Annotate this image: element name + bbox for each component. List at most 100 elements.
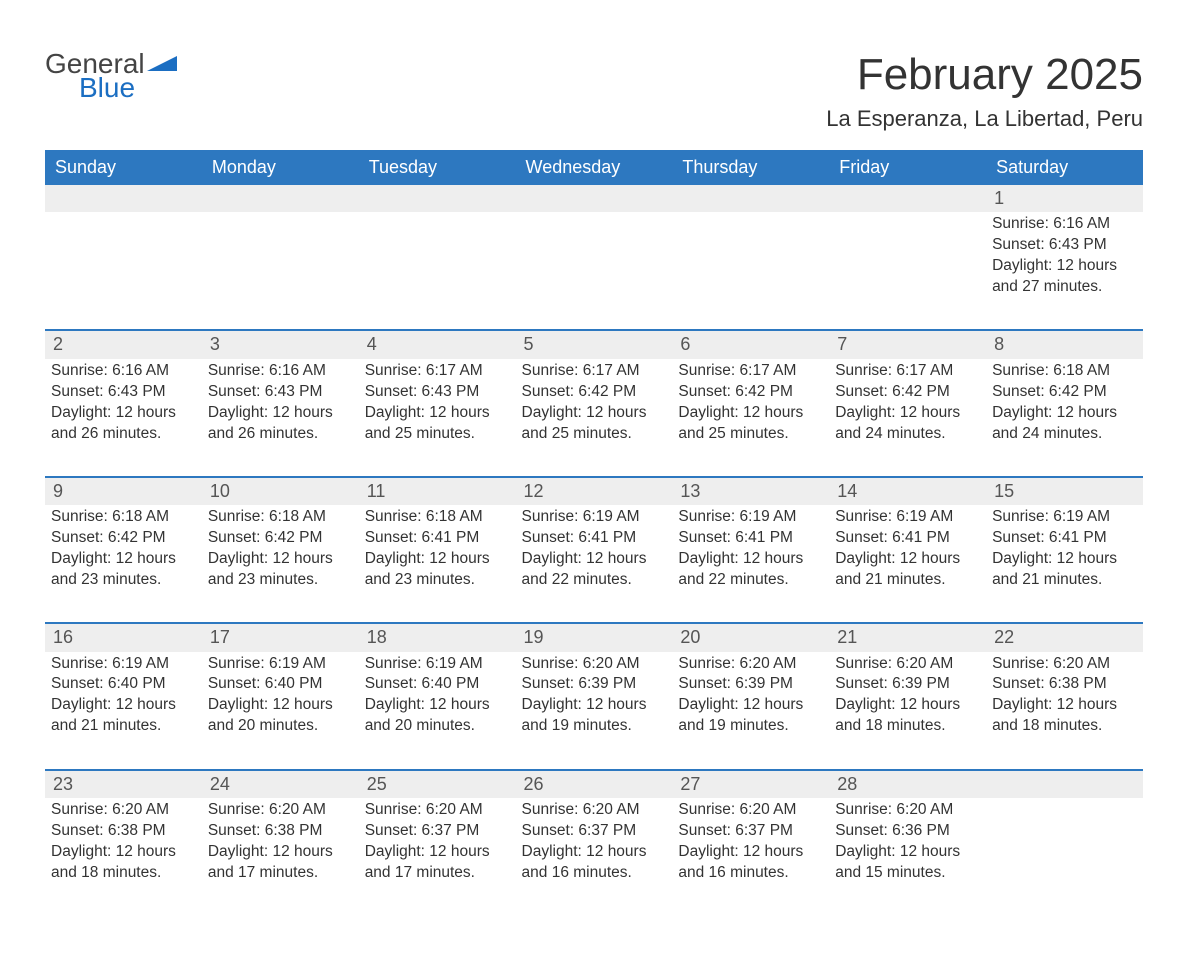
- day-content-cell: [986, 798, 1143, 916]
- day-detail: Sunrise: 6:20 AMSunset: 6:39 PMDaylight:…: [678, 652, 823, 738]
- day-number-cell: 16: [45, 623, 202, 651]
- sunset-line: Sunset: 6:40 PM: [51, 674, 196, 695]
- sunrise-line: Sunrise: 6:19 AM: [51, 654, 196, 675]
- day-detail: Sunrise: 6:19 AMSunset: 6:40 PMDaylight:…: [208, 652, 353, 738]
- day-detail: Sunrise: 6:20 AMSunset: 6:38 PMDaylight:…: [208, 798, 353, 884]
- sunrise-line: Sunrise: 6:19 AM: [992, 507, 1137, 528]
- day-number-cell: 17: [202, 623, 359, 651]
- day-detail: Sunrise: 6:20 AMSunset: 6:37 PMDaylight:…: [365, 798, 510, 884]
- day-content-cell: Sunrise: 6:20 AMSunset: 6:37 PMDaylight:…: [672, 798, 829, 916]
- sunrise-line: Sunrise: 6:16 AM: [992, 214, 1137, 235]
- sunrise-line: Sunrise: 6:19 AM: [835, 507, 980, 528]
- day-content-cell: Sunrise: 6:18 AMSunset: 6:42 PMDaylight:…: [202, 505, 359, 623]
- day-content-cell: Sunrise: 6:20 AMSunset: 6:37 PMDaylight:…: [359, 798, 516, 916]
- day-number-cell: 27: [672, 770, 829, 798]
- day-content-cell: Sunrise: 6:16 AMSunset: 6:43 PMDaylight:…: [202, 359, 359, 477]
- daylight-line: Daylight: 12 hours and 21 minutes.: [51, 695, 196, 737]
- sunset-line: Sunset: 6:42 PM: [835, 382, 980, 403]
- day-number-cell: 22: [986, 623, 1143, 651]
- weekday-header: Friday: [829, 150, 986, 185]
- sunset-line: Sunset: 6:42 PM: [992, 382, 1137, 403]
- daylight-line: Daylight: 12 hours and 26 minutes.: [208, 403, 353, 445]
- day-detail: Sunrise: 6:19 AMSunset: 6:40 PMDaylight:…: [51, 652, 196, 738]
- day-content-cell: Sunrise: 6:19 AMSunset: 6:40 PMDaylight:…: [359, 652, 516, 770]
- day-content-cell: Sunrise: 6:17 AMSunset: 6:43 PMDaylight:…: [359, 359, 516, 477]
- day-number-cell: 4: [359, 330, 516, 358]
- sunrise-line: Sunrise: 6:17 AM: [835, 361, 980, 382]
- day-number-cell: 2: [45, 330, 202, 358]
- day-number-cell: 7: [829, 330, 986, 358]
- day-number-cell: 23: [45, 770, 202, 798]
- daylight-line: Daylight: 12 hours and 24 minutes.: [992, 403, 1137, 445]
- day-content-cell: Sunrise: 6:20 AMSunset: 6:39 PMDaylight:…: [672, 652, 829, 770]
- day-number-cell: 24: [202, 770, 359, 798]
- daylight-line: Daylight: 12 hours and 23 minutes.: [365, 549, 510, 591]
- day-content-cell: Sunrise: 6:17 AMSunset: 6:42 PMDaylight:…: [829, 359, 986, 477]
- day-number-cell: 10: [202, 477, 359, 505]
- daylight-line: Daylight: 12 hours and 27 minutes.: [992, 256, 1137, 298]
- day-detail: Sunrise: 6:20 AMSunset: 6:36 PMDaylight:…: [835, 798, 980, 884]
- sunrise-line: Sunrise: 6:20 AM: [678, 654, 823, 675]
- day-detail: Sunrise: 6:19 AMSunset: 6:41 PMDaylight:…: [835, 505, 980, 591]
- day-number-cell: [986, 770, 1143, 798]
- day-detail: Sunrise: 6:17 AMSunset: 6:42 PMDaylight:…: [835, 359, 980, 445]
- day-number-cell: 5: [516, 330, 673, 358]
- day-number-cell: [516, 185, 673, 212]
- day-number-cell: 26: [516, 770, 673, 798]
- weekday-header: Wednesday: [516, 150, 673, 185]
- day-content-cell: [359, 212, 516, 330]
- day-content-cell: Sunrise: 6:19 AMSunset: 6:41 PMDaylight:…: [672, 505, 829, 623]
- day-content-cell: Sunrise: 6:17 AMSunset: 6:42 PMDaylight:…: [672, 359, 829, 477]
- sunset-line: Sunset: 6:42 PM: [678, 382, 823, 403]
- sunset-line: Sunset: 6:42 PM: [51, 528, 196, 549]
- daylight-line: Daylight: 12 hours and 21 minutes.: [835, 549, 980, 591]
- day-content-cell: [829, 212, 986, 330]
- location-subtitle: La Esperanza, La Libertad, Peru: [826, 106, 1143, 132]
- sunset-line: Sunset: 6:43 PM: [51, 382, 196, 403]
- sunrise-line: Sunrise: 6:18 AM: [51, 507, 196, 528]
- sunset-line: Sunset: 6:43 PM: [992, 235, 1137, 256]
- day-number-cell: 13: [672, 477, 829, 505]
- day-number-row: 2345678: [45, 330, 1143, 358]
- day-number-cell: 19: [516, 623, 673, 651]
- day-number-cell: 12: [516, 477, 673, 505]
- daylight-line: Daylight: 12 hours and 18 minutes.: [835, 695, 980, 737]
- day-number-cell: 21: [829, 623, 986, 651]
- day-number-cell: 11: [359, 477, 516, 505]
- day-number-row: 1: [45, 185, 1143, 212]
- day-content-cell: [516, 212, 673, 330]
- sunset-line: Sunset: 6:37 PM: [678, 821, 823, 842]
- daylight-line: Daylight: 12 hours and 26 minutes.: [51, 403, 196, 445]
- sunrise-line: Sunrise: 6:16 AM: [51, 361, 196, 382]
- day-content-row: Sunrise: 6:18 AMSunset: 6:42 PM Daylight:…: [45, 505, 1143, 623]
- day-content-cell: Sunrise: 6:18 AMSunset: 6:42 PMDaylight:…: [45, 505, 202, 623]
- day-number-row: 16171819202122: [45, 623, 1143, 651]
- day-number-cell: 15: [986, 477, 1143, 505]
- weekday-header: Thursday: [672, 150, 829, 185]
- daylight-line: Daylight: 12 hours and 16 minutes.: [522, 842, 667, 884]
- day-detail: Sunrise: 6:16 AMSunset: 6:43 PMDaylight:…: [992, 212, 1137, 298]
- sunset-line: Sunset: 6:41 PM: [522, 528, 667, 549]
- day-number-cell: 20: [672, 623, 829, 651]
- weekday-header: Tuesday: [359, 150, 516, 185]
- day-detail: Sunrise: 6:20 AMSunset: 6:38 PMDaylight:…: [992, 652, 1137, 738]
- day-detail: Sunrise: 6:20 AMSunset: 6:39 PMDaylight:…: [522, 652, 667, 738]
- daylight-line: Daylight: 12 hours and 17 minutes.: [208, 842, 353, 884]
- sunset-line: Sunset: 6:41 PM: [992, 528, 1137, 549]
- day-number-cell: 6: [672, 330, 829, 358]
- day-number-cell: [202, 185, 359, 212]
- day-number-cell: 3: [202, 330, 359, 358]
- day-number-cell: 25: [359, 770, 516, 798]
- sunset-line: Sunset: 6:38 PM: [51, 821, 196, 842]
- daylight-line: Daylight: 12 hours and 23 minutes.: [208, 549, 353, 591]
- sunset-line: Sunset: 6:39 PM: [835, 674, 980, 695]
- day-detail: Sunrise: 6:20 AMSunset: 6:39 PMDaylight:…: [835, 652, 980, 738]
- calendar-header: SundayMondayTuesdayWednesdayThursdayFrid…: [45, 150, 1143, 185]
- day-content-cell: Sunrise: 6:18 AMSunset: 6:41 PMDaylight:…: [359, 505, 516, 623]
- day-number-cell: 1: [986, 185, 1143, 212]
- daylight-line: Daylight: 12 hours and 16 minutes.: [678, 842, 823, 884]
- day-content-row: Sunrise: 6:20 AMSunset: 6:38 PMDaylight:…: [45, 798, 1143, 916]
- day-detail: Sunrise: 6:16 AMSunset: 6:43 PMDaylight:…: [51, 359, 196, 445]
- day-number-row: 232425262728: [45, 770, 1143, 798]
- brand-triangle-icon: [147, 50, 177, 78]
